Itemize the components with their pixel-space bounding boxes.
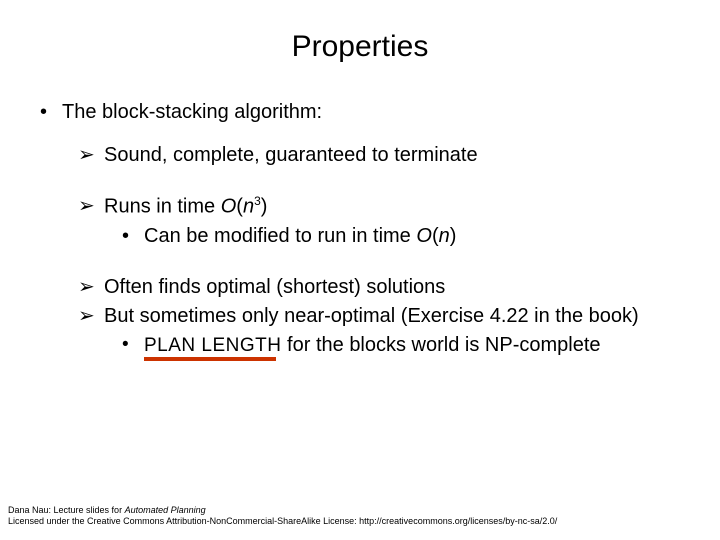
bullet-lvl2: ➢ Often finds optimal (shortest) solutio… xyxy=(78,275,690,300)
slide-title: Properties xyxy=(30,30,690,64)
bullet-text: But sometimes only near-optimal (Exercis… xyxy=(104,304,639,329)
dot-icon: • xyxy=(122,224,144,249)
arrow-icon: ➢ xyxy=(78,304,104,329)
bullet-text: Can be modified to run in time O(n) xyxy=(144,224,456,249)
bullet-lvl3: • Can be modified to run in time O(n) xyxy=(122,224,690,249)
bullet-lvl3: • PLAN LENGTH for the blocks world is NP… xyxy=(122,333,690,358)
bullet-lvl2: ➢ Sound, complete, guaranteed to termina… xyxy=(78,143,690,168)
bullet-lvl1: • The block-stacking algorithm: xyxy=(40,100,690,125)
slide-footer: Dana Nau: Lecture slides for Automated P… xyxy=(8,505,557,528)
bullet-lvl2: ➢ Runs in time O(n3) xyxy=(78,194,690,220)
arrow-icon: ➢ xyxy=(78,194,104,220)
slide-content: • The block-stacking algorithm: ➢ Sound,… xyxy=(30,100,690,358)
bullet-text: Often finds optimal (shortest) solutions xyxy=(104,275,445,300)
slide: Properties • The block-stacking algorith… xyxy=(0,0,720,540)
plan-length-label: PLAN LENGTH xyxy=(144,334,282,358)
arrow-icon: ➢ xyxy=(78,143,104,168)
bullet-text: Runs in time O(n3) xyxy=(104,194,267,220)
footer-line-1: Dana Nau: Lecture slides for Automated P… xyxy=(8,505,557,517)
bullet-lvl2: ➢ But sometimes only near-optimal (Exerc… xyxy=(78,304,690,329)
bullet-text: Sound, complete, guaranteed to terminate xyxy=(104,143,478,168)
dot-icon: • xyxy=(122,333,144,358)
arrow-icon: ➢ xyxy=(78,275,104,300)
dot-icon: • xyxy=(40,100,62,125)
footer-line-2: Licensed under the Creative Commons Attr… xyxy=(8,516,557,528)
bullet-text: PLAN LENGTH for the blocks world is NP-c… xyxy=(144,333,601,358)
bullet-text: The block-stacking algorithm: xyxy=(62,100,322,125)
